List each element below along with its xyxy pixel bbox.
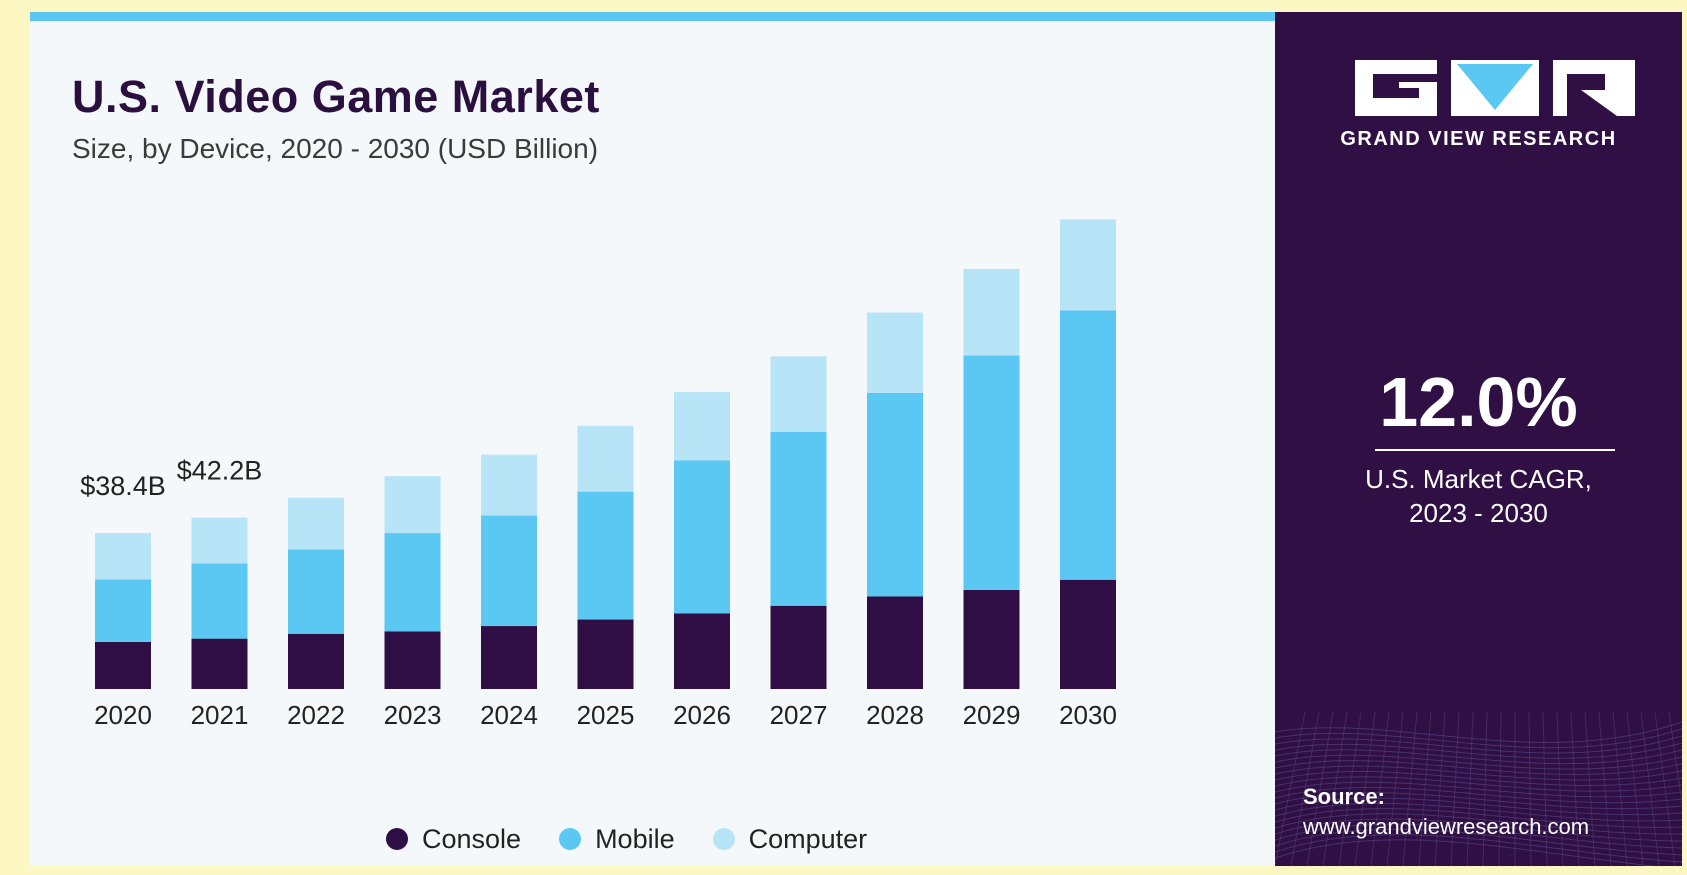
x-tick-label: 2026 xyxy=(673,700,731,730)
bar-mobile-2028 xyxy=(867,392,923,597)
bar-computer-2021 xyxy=(191,517,248,564)
grand-view-research-logo xyxy=(1355,60,1635,116)
cagr-label-line2: 2023 - 2030 xyxy=(1409,498,1548,528)
legend-label-console: Console xyxy=(422,823,522,854)
decorative-mesh-pattern xyxy=(1275,712,1682,866)
bar-mobile-2024 xyxy=(481,515,537,627)
x-tick-label: 2024 xyxy=(480,700,538,730)
legend-item-console: Console xyxy=(386,824,521,855)
bar-console-2020 xyxy=(95,641,151,689)
chart-panel: U.S. Video Game Market Size, by Device, … xyxy=(30,12,1275,866)
bar-computer-2030 xyxy=(1060,219,1116,311)
x-tick-label: 2022 xyxy=(287,700,345,730)
x-tick-label: 2027 xyxy=(770,700,828,730)
bar-console-2028 xyxy=(867,596,923,689)
data-label-2020: $38.4B xyxy=(80,471,166,501)
bar-mobile-2030 xyxy=(1060,310,1116,580)
bar-mobile-2029 xyxy=(963,355,1020,590)
infographic: U.S. Video Game Market Size, by Device, … xyxy=(30,12,1682,866)
bar-mobile-2022 xyxy=(288,549,344,634)
source-label: Source: xyxy=(1303,784,1385,809)
bar-computer-2026 xyxy=(674,392,730,461)
bar-console-2024 xyxy=(481,626,537,689)
bar-mobile-2023 xyxy=(384,533,441,632)
bar-computer-2024 xyxy=(481,454,537,516)
legend-label-mobile: Mobile xyxy=(595,823,675,854)
data-label-2021: $42.2B xyxy=(177,456,263,486)
x-tick-label: 2025 xyxy=(577,700,635,730)
bar-computer-2022 xyxy=(288,497,344,550)
bar-computer-2027 xyxy=(770,356,827,432)
bar-console-2026 xyxy=(674,613,730,689)
bar-mobile-2026 xyxy=(674,460,730,614)
chart-subtitle: Size, by Device, 2020 - 2030 (USD Billio… xyxy=(72,133,599,164)
legend-item-computer: Computer xyxy=(712,823,868,855)
x-tick-label: 2023 xyxy=(384,700,442,730)
bar-mobile-2021 xyxy=(191,563,248,639)
summary-panel: GRAND VIEW RESEARCH 12.0% U.S. Market CA… xyxy=(1275,12,1682,866)
bar-console-2023 xyxy=(384,631,441,689)
bar-computer-2020 xyxy=(95,533,151,580)
legend-swatch-computer xyxy=(712,828,735,850)
bar-console-2030 xyxy=(1060,579,1116,689)
bar-console-2022 xyxy=(288,633,344,689)
legend-label-computer: Computer xyxy=(748,823,868,854)
x-tick-label: 2030 xyxy=(1059,700,1117,730)
bar-mobile-2027 xyxy=(770,431,827,606)
cagr-divider xyxy=(1375,449,1615,451)
x-tick-label: 2021 xyxy=(191,700,249,730)
bar-mobile-2020 xyxy=(95,579,151,642)
brand-name: GRAND VIEW RESEARCH xyxy=(1340,128,1617,150)
cagr-label: U.S. Market CAGR, 2023 - 2030 xyxy=(1275,462,1682,530)
bar-computer-2023 xyxy=(384,476,441,534)
chart-title: U.S. Video Game Market xyxy=(72,71,600,122)
legend: Console Mobile Computer xyxy=(386,821,867,857)
source-url: www.grandviewresearch.com xyxy=(1303,814,1590,839)
cagr-value: 12.0% xyxy=(1379,363,1578,441)
x-tick-label: 2029 xyxy=(963,700,1021,730)
bar-console-2029 xyxy=(963,589,1020,689)
bar-mobile-2025 xyxy=(577,491,634,620)
bar-console-2025 xyxy=(577,619,634,689)
source-block: Source: www.grandviewresearch.com xyxy=(1303,782,1589,842)
legend-swatch-mobile xyxy=(559,828,582,850)
bar-computer-2029 xyxy=(963,269,1020,356)
x-tick-label: 2020 xyxy=(94,700,152,730)
bar-console-2027 xyxy=(770,605,827,689)
bar-computer-2028 xyxy=(867,312,923,393)
cagr-label-line1: U.S. Market CAGR, xyxy=(1365,464,1592,494)
legend-item-mobile: Mobile xyxy=(559,824,675,855)
x-tick-label: 2028 xyxy=(866,700,924,730)
bar-console-2021 xyxy=(191,638,248,689)
stacked-bar-chart: 2020 $38.4B 2021 $42.2B 2022 2023 2024 2025 2026… xyxy=(80,219,1117,730)
legend-swatch-console xyxy=(386,828,408,850)
bar-computer-2025 xyxy=(577,425,634,492)
